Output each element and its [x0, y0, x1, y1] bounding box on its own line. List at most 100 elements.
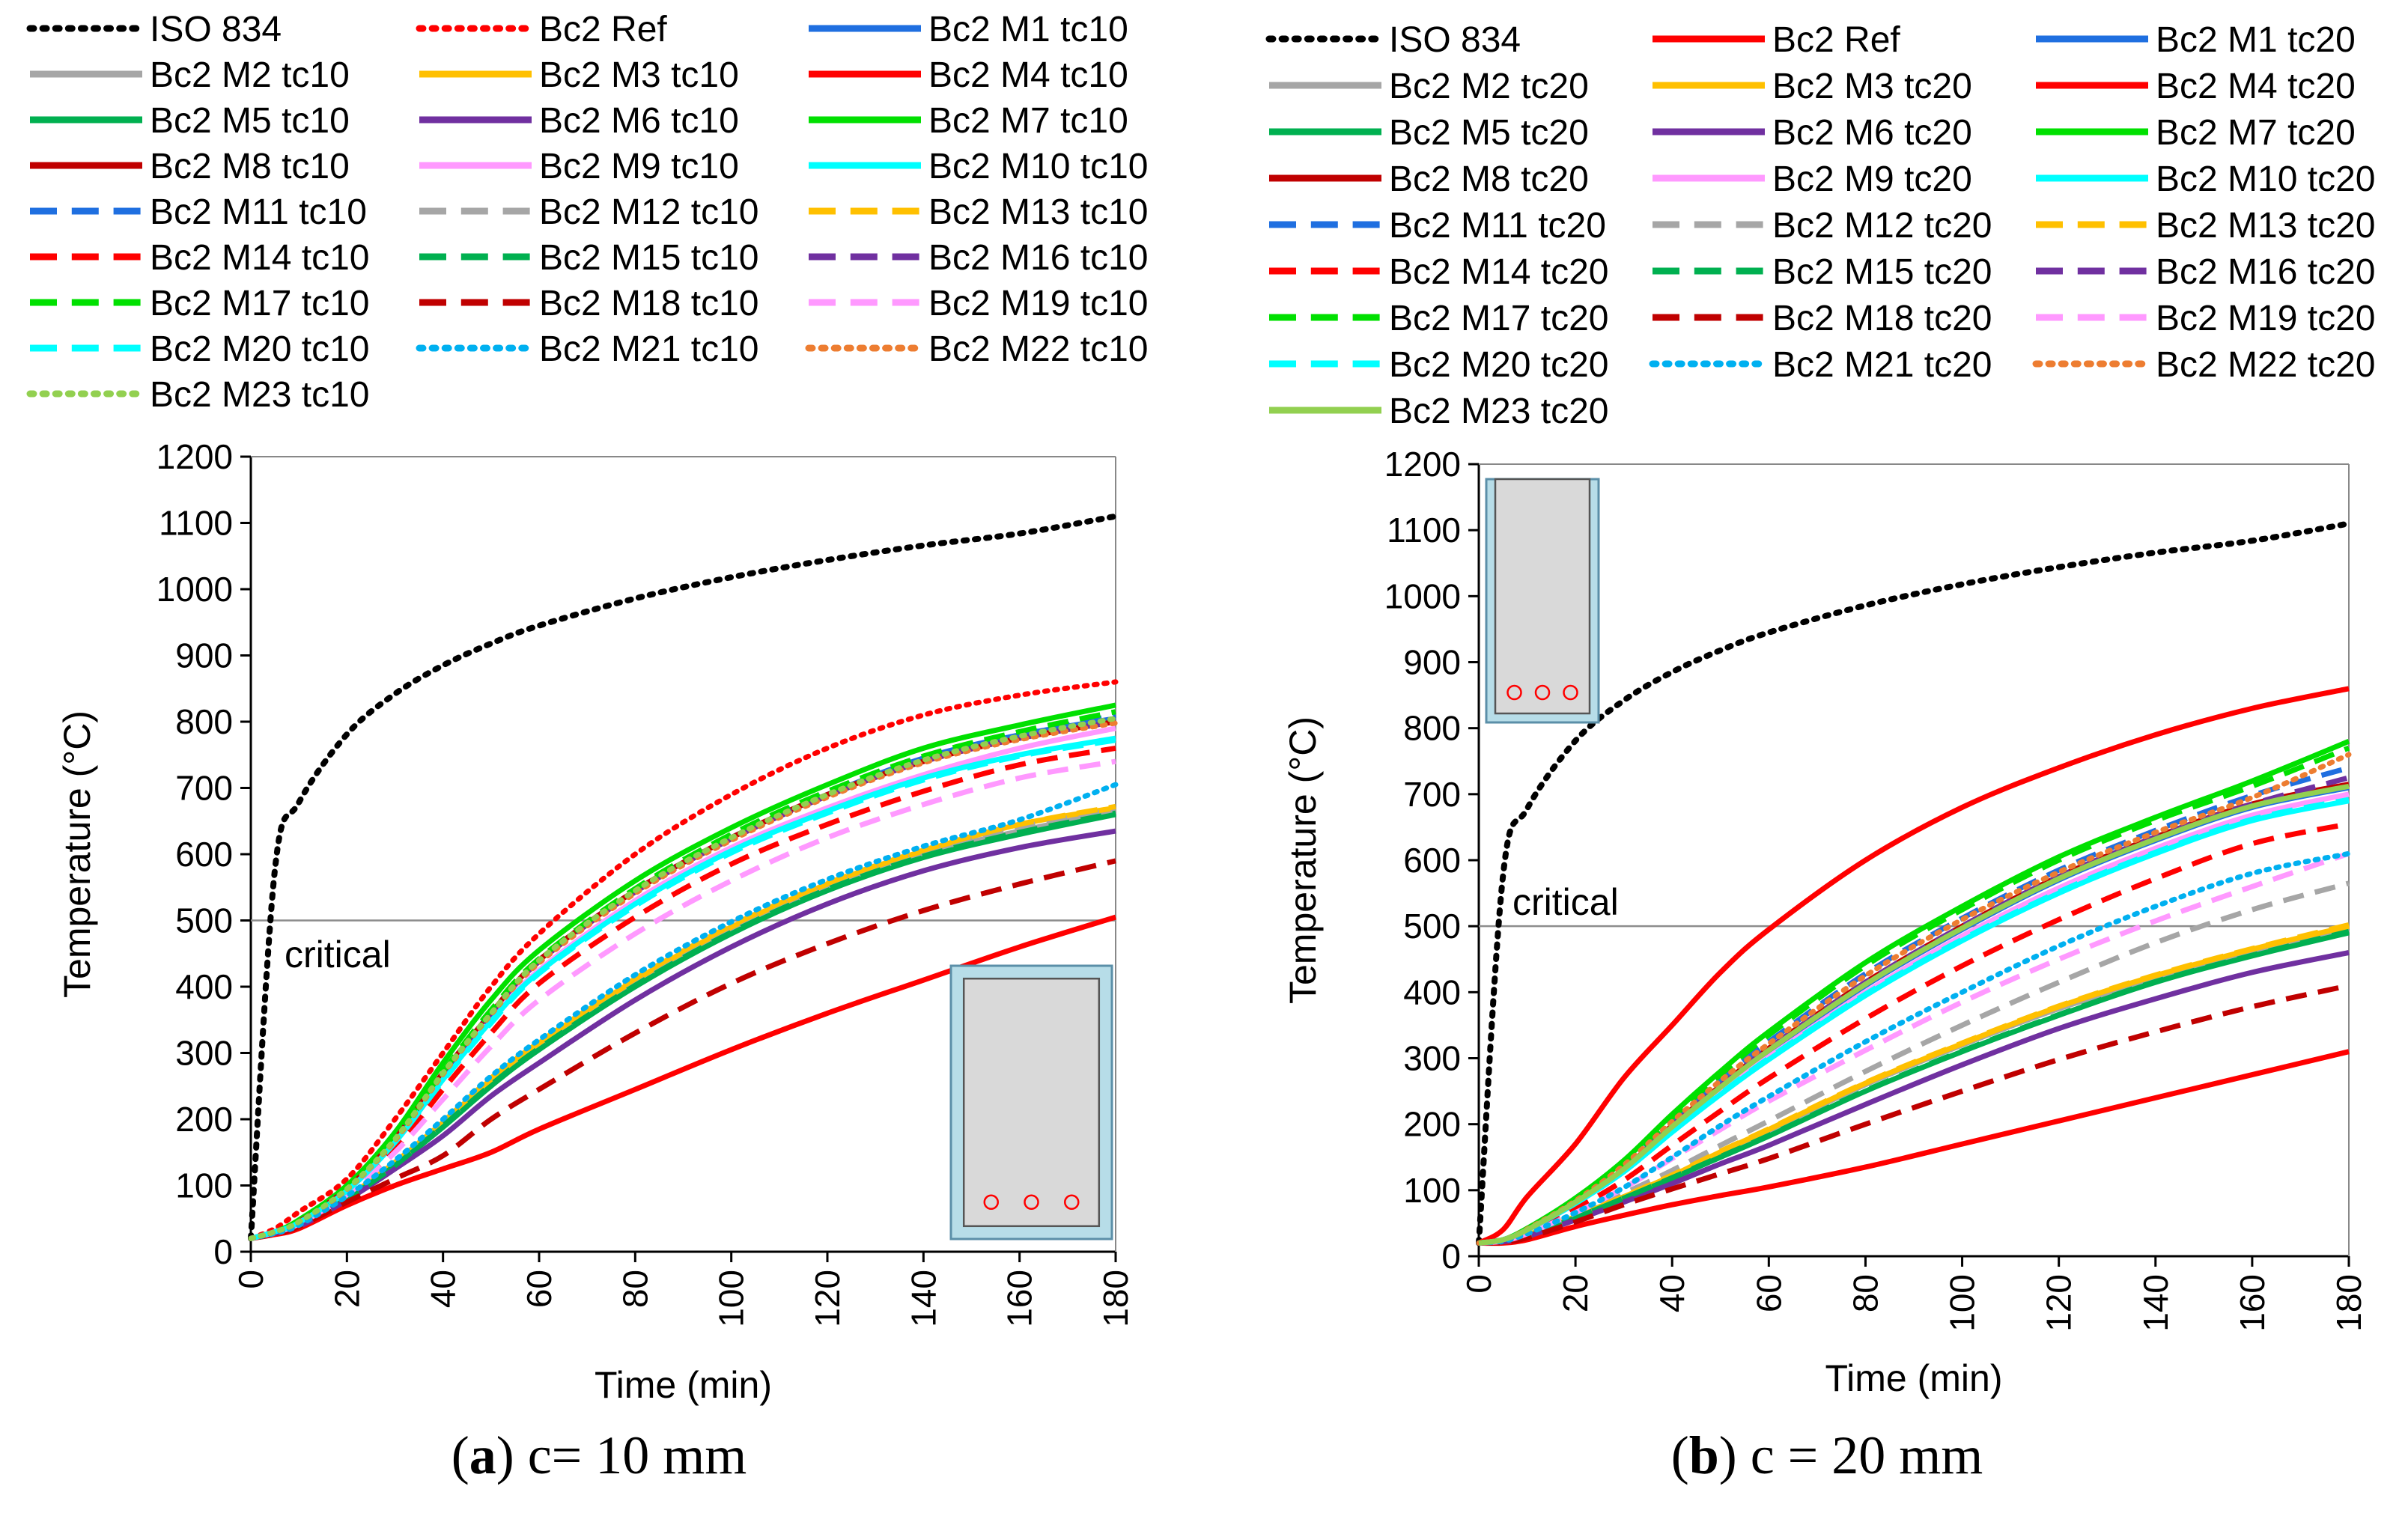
legend-label: Bc2 M3 tc10	[539, 55, 739, 95]
legend-label: Bc2 Ref	[1772, 20, 1900, 60]
x-tick-label: 0	[231, 1270, 270, 1289]
legend-item-bc2-m2-tc10: Bc2 M2 tc10	[30, 55, 350, 95]
cross-section-inset	[1485, 478, 1600, 724]
x-tick-label: 40	[1653, 1274, 1691, 1312]
legend-item-bc2-m17-tc10: Bc2 M17 tc10	[30, 284, 369, 323]
legend-label: Bc2 M7 tc10	[928, 101, 1128, 141]
legend-label: Bc2 M14 tc20	[1389, 252, 1608, 292]
series-line-bc2-m21-tc10	[248, 782, 1119, 1241]
x-tick-label: 60	[520, 1270, 559, 1308]
legend-label: Bc2 M23 tc20	[1389, 392, 1608, 431]
legend-item-bc2-m5-tc20: Bc2 M5 tc20	[1269, 113, 1589, 153]
legend-item-bc2-m12-tc10: Bc2 M12 tc10	[419, 192, 758, 232]
legend-label: Bc2 M11 tc10	[150, 192, 367, 232]
x-tick-label: 180	[1096, 1270, 1135, 1327]
legend-label: Bc2 M4 tc20	[2156, 67, 2356, 106]
legend-label: Bc2 M21 tc10	[539, 329, 758, 369]
legend-item-bc2-m13-tc10: Bc2 M13 tc10	[809, 192, 1148, 232]
series-line-bc2-m19-tc10	[250, 758, 1116, 1241]
x-tick-label: 140	[2136, 1274, 2175, 1332]
x-tick-label: 160	[2233, 1274, 2272, 1332]
series-line-bc2-m13-tc10	[250, 803, 1116, 1241]
inset-rebar	[1024, 1194, 1039, 1211]
legend-item-bc2-m14-tc10: Bc2 M14 tc10	[30, 238, 369, 278]
legend-label: Bc2 M2 tc10	[150, 55, 350, 95]
legend-label: Bc2 M1 tc20	[2156, 20, 2356, 60]
inset-rebar	[1506, 684, 1522, 701]
inset-rebar	[1563, 684, 1578, 701]
y-tick-label: 100	[175, 1166, 233, 1205]
legend-item-bc2-m10-tc20: Bc2 M10 tc20	[2036, 159, 2375, 199]
legend-label: Bc2 M15 tc20	[1772, 252, 1992, 292]
series-line-bc2-ref	[1477, 686, 2350, 1246]
y-tick-label: 700	[175, 769, 233, 808]
series-lines	[1476, 520, 2352, 1246]
y-tick-label: 600	[175, 835, 233, 874]
x-tick-label: 100	[712, 1270, 751, 1327]
legend-item-bc2-m23-tc20: Bc2 M23 tc20	[1269, 392, 1608, 431]
legend-item-bc2-m8-tc10: Bc2 M8 tc10	[30, 147, 350, 186]
y-tick-label: 900	[1403, 643, 1461, 682]
y-tick-label: 1100	[1387, 511, 1461, 550]
axes: 0100200300400500600700800900100011001200…	[1282, 445, 2368, 1399]
legend-item-bc2-m20-tc10: Bc2 M20 tc10	[30, 329, 369, 369]
legend-label: Bc2 M10 tc10	[928, 147, 1148, 186]
legend-label: Bc2 M15 tc10	[539, 238, 758, 278]
legend-item-bc2-m18-tc10: Bc2 M18 tc10	[419, 284, 758, 323]
legend-item-bc2-m7-tc10: Bc2 M7 tc10	[809, 101, 1128, 141]
y-tick-label: 1200	[1384, 445, 1461, 484]
legend-item-bc2-ref: Bc2 Ref	[1653, 20, 1900, 60]
y-tick-label: 1100	[159, 504, 233, 543]
legend-label: Bc2 M9 tc20	[1772, 159, 1972, 199]
inset-concrete	[962, 977, 1101, 1228]
legend-label: Bc2 M8 tc20	[1389, 159, 1589, 199]
legend-label: Bc2 M13 tc10	[928, 192, 1148, 232]
legend-label: Bc2 M12 tc20	[1772, 206, 1992, 246]
y-axis-title: Temperature (°C)	[56, 710, 98, 998]
series-line-bc2-m17-tc20	[1478, 745, 2350, 1246]
legend-label: Bc2 M6 tc20	[1772, 113, 1972, 153]
legend-label: Bc2 M20 tc10	[150, 329, 369, 369]
series-lines	[248, 513, 1119, 1242]
panel-caption: (b) c = 20 mm	[1671, 1425, 1983, 1485]
legend-label: Bc2 M20 tc20	[1389, 345, 1608, 385]
y-tick-label: 0	[213, 1232, 233, 1271]
legend-label: Bc2 M16 tc20	[2156, 252, 2375, 292]
series-line-iso-834	[1476, 520, 2352, 1246]
legend-item-bc2-m6-tc20: Bc2 M6 tc20	[1653, 113, 1972, 153]
y-tick-label: 1000	[1384, 576, 1461, 615]
legend: ISO 834 Bc2 Ref Bc2 M1 tc10 Bc2 M2 tc10 Bc2 …	[26, 10, 1148, 415]
y-tick-label: 1200	[156, 437, 233, 476]
series-line-bc2-m4-tc20	[1478, 1049, 2350, 1246]
legend-label: Bc2 M6 tc10	[539, 101, 739, 141]
x-tick-label: 120	[2040, 1274, 2079, 1332]
legend-item-bc2-m10-tc10: Bc2 M10 tc10	[809, 147, 1148, 186]
legend-label: Bc2 M19 tc10	[928, 284, 1148, 323]
legend-label: Bc2 M16 tc10	[928, 238, 1148, 278]
legend-item-bc2-m9-tc20: Bc2 M9 tc20	[1653, 159, 1972, 199]
legend-item-bc2-m22-tc20: Bc2 M22 tc20	[2032, 345, 2375, 385]
legend-item-bc2-m1-tc10: Bc2 M1 tc10	[809, 10, 1128, 49]
legend-label: Bc2 M3 tc20	[1772, 67, 1972, 106]
legend: ISO 834 Bc2 Ref Bc2 M1 tc20 Bc2 M2 tc20 Bc2 …	[1265, 20, 2375, 431]
series-line-bc2-m23-tc10	[248, 716, 1119, 1241]
x-tick-label: 160	[1000, 1270, 1039, 1327]
legend-label: Bc2 M18 tc20	[1772, 299, 1992, 338]
legend-item-bc2-m3-tc20: Bc2 M3 tc20	[1653, 67, 1972, 106]
legend-label: Bc2 M19 tc20	[2156, 299, 2375, 338]
x-axis-title: Time (min)	[1825, 1357, 2002, 1399]
series-line-bc2-m18-tc10	[250, 858, 1116, 1241]
legend-item-bc2-m13-tc20: Bc2 M13 tc20	[2036, 206, 2375, 246]
x-tick-label: 100	[1943, 1274, 1982, 1332]
x-tick-label: 40	[424, 1270, 463, 1308]
x-axis-title: Time (min)	[595, 1364, 772, 1406]
legend-label: Bc2 M5 tc10	[150, 101, 350, 141]
legend-label: Bc2 M23 tc10	[150, 375, 369, 415]
x-tick-label: 180	[2329, 1274, 2368, 1332]
critical-label: critical	[285, 934, 391, 975]
y-tick-label: 500	[1403, 907, 1461, 946]
legend-item-bc2-ref: Bc2 Ref	[416, 10, 667, 49]
critical-label: critical	[1512, 881, 1619, 923]
legend-label: Bc2 M22 tc20	[2156, 345, 2375, 385]
